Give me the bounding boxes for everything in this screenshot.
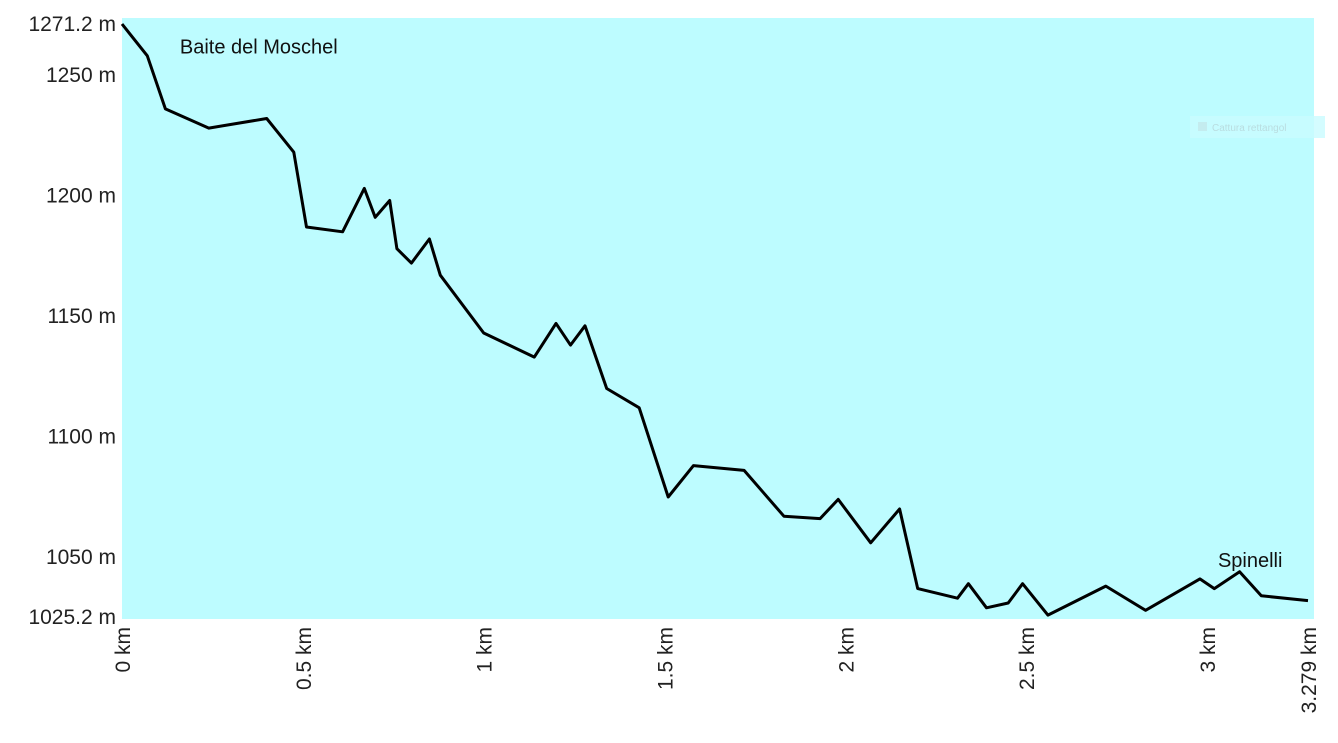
annotations: Baite del Moschel Spinelli: [180, 36, 1283, 571]
y-tick-label: 1150 m: [48, 305, 117, 328]
x-tick-label: 2 km: [835, 627, 858, 673]
x-tick-label: 1.5 km: [655, 627, 678, 690]
waypoint-label: Baite del Moschel: [180, 36, 338, 58]
x-tick-label: 0.5 km: [293, 627, 316, 690]
y-tick-label: 1271.2 m: [28, 13, 116, 36]
elevation-area: [122, 24, 1308, 617]
y-tick-label: 1050 m: [46, 546, 116, 569]
y-tick-label: 1200 m: [46, 185, 116, 208]
elevation-line: [120, 23, 1309, 617]
x-tick-label: 0 km: [112, 627, 135, 673]
y-tick-label: 1250 m: [46, 64, 116, 87]
y-axis-ticks: 1271.2 m 1250 m 1200 m 1150 m 1100 m 1050 m 10…: [28, 13, 116, 629]
screen-capture-icon: [1198, 122, 1207, 131]
waypoint-label: Spinelli: [1218, 550, 1282, 572]
x-tick-label: 3 km: [1197, 627, 1220, 673]
screen-capture-label: Cattura rettangol: [1212, 123, 1287, 134]
x-axis-ticks: 0 km 0.5 km 1 km 1.5 km 2 km 2.5 km 3 km 3.279 …: [112, 627, 1321, 713]
y-tick-label: 1100 m: [48, 426, 117, 449]
x-tick-label: 1 km: [474, 627, 497, 673]
screen-capture-overlay: [1190, 116, 1325, 138]
x-tick-label: 2.5 km: [1016, 627, 1039, 690]
y-tick-label: 1025.2 m: [28, 606, 116, 629]
x-tick-label: 3.279 km: [1298, 627, 1321, 713]
